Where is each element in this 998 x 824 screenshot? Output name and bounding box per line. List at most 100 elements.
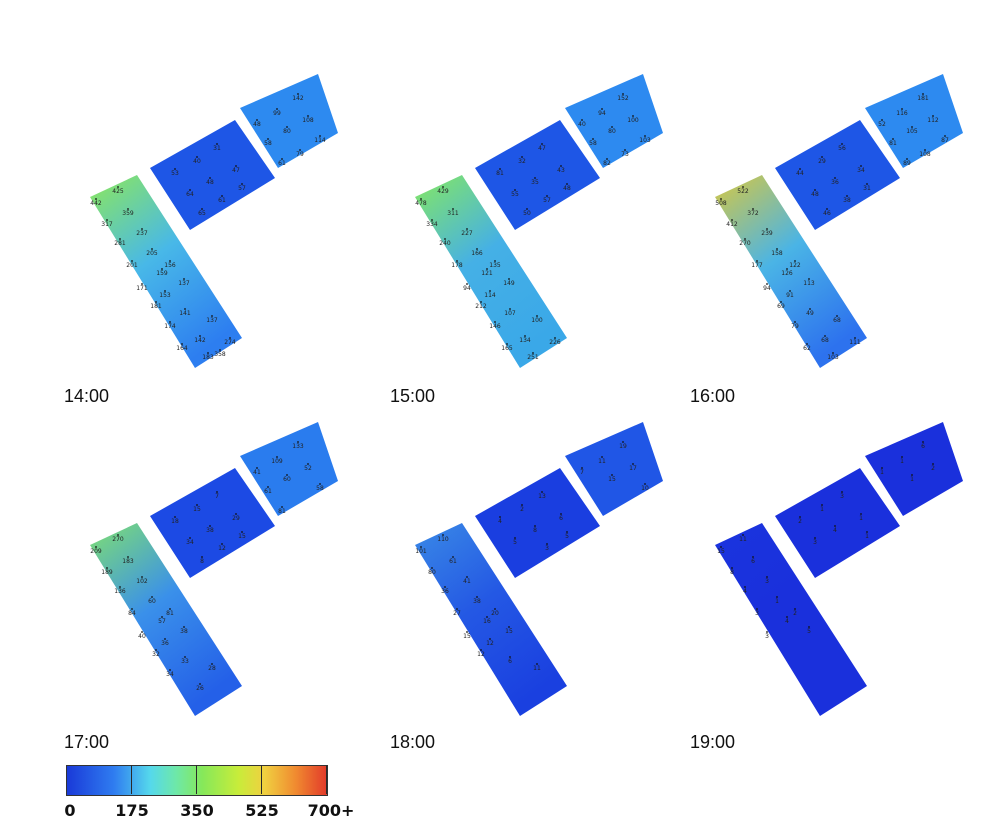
sensor-point — [209, 177, 211, 179]
sensor-point — [541, 143, 543, 145]
sensor-point — [169, 321, 171, 323]
sensor-point — [476, 596, 478, 598]
sensor-value-label: 372 — [747, 210, 759, 217]
sensor-point — [95, 546, 97, 548]
sensor-value-label: 12 — [486, 640, 494, 647]
sensor-point — [506, 343, 508, 345]
sensor-value-label: 239 — [761, 230, 773, 237]
sensor-point — [307, 463, 309, 465]
sensor-point — [932, 115, 934, 117]
sensor-value-label: 109 — [271, 458, 283, 465]
sensor-value-label: 103 — [827, 354, 839, 361]
sensor-point — [731, 567, 733, 569]
sensor-point — [155, 649, 157, 651]
sensor-point — [456, 260, 458, 262]
sensor-value-label: 58 — [589, 140, 597, 147]
sensor-point — [808, 278, 810, 280]
sensor-point — [494, 260, 496, 262]
sensor-value-label: 3 — [545, 545, 549, 552]
sensor-point — [466, 283, 468, 285]
sensor-point — [860, 513, 862, 515]
sensor-point — [901, 108, 903, 110]
sensor-value-label: 94 — [763, 285, 771, 292]
sensor-point — [119, 238, 121, 240]
sensor-point — [566, 531, 568, 533]
sensor-value-label: 15 — [238, 533, 246, 540]
legend-tick-700 — [326, 765, 327, 794]
sensor-point — [489, 638, 491, 640]
sensor-value-label: 61 — [218, 197, 226, 204]
sensor-value-label: 201 — [126, 262, 138, 269]
sensor-value-label: 15 — [608, 476, 616, 483]
sensor-value-label: 79 — [296, 151, 304, 158]
sensor-value-label: 60 — [283, 476, 291, 483]
sensor-point — [766, 228, 768, 230]
sensor-point — [297, 93, 299, 95]
sensor-value-label: 81 — [278, 508, 286, 515]
sensor-point — [499, 516, 501, 518]
east-field-region — [565, 422, 663, 516]
sensor-point — [442, 186, 444, 188]
sensor-value-label: 38 — [473, 598, 481, 605]
sensor-value-label: 122 — [789, 262, 801, 269]
sensor-point — [235, 513, 237, 515]
sensor-point — [95, 198, 97, 200]
sensor-point — [235, 165, 237, 167]
sensor-point — [480, 301, 482, 303]
sensor-point — [624, 149, 626, 151]
sensor-point — [164, 290, 166, 292]
sensor-value-label: 3 — [840, 493, 844, 500]
sensor-value-label: 6 — [921, 443, 925, 450]
sensor-value-label: 6 — [559, 515, 563, 522]
sensor-point — [420, 546, 422, 548]
sensor-point — [494, 321, 496, 323]
north-field-region — [775, 120, 900, 230]
sensor-value-label: 7 — [580, 469, 584, 476]
sensor-value-label: 103 — [639, 137, 651, 144]
east-field-region — [565, 74, 663, 168]
sensor-point — [541, 491, 543, 493]
sensor-value-label: 174 — [164, 323, 176, 330]
sensor-value-label: 522 — [737, 188, 749, 195]
sensor-point — [199, 335, 201, 337]
sensor-point — [117, 186, 119, 188]
sensor-point — [794, 608, 796, 610]
sensor-point — [601, 108, 603, 110]
sensor-value-label: 43 — [557, 167, 565, 174]
sensor-value-label: 270 — [739, 240, 751, 247]
sensor-point — [860, 165, 862, 167]
sensor-point — [566, 183, 568, 185]
sensor-point — [267, 138, 269, 140]
sensor-value-label: 100 — [627, 117, 639, 124]
sensor-point — [480, 649, 482, 651]
sensor-point — [431, 567, 433, 569]
sensor-point — [106, 567, 108, 569]
sensor-value-label: 152 — [617, 95, 629, 102]
sensor-point — [281, 158, 283, 160]
sensor-point — [752, 208, 754, 210]
sensor-point — [832, 352, 834, 354]
sensor-point — [286, 474, 288, 476]
sensor-value-label: 26 — [196, 685, 204, 692]
sensor-value-label: 1 — [865, 533, 869, 540]
sensor-point — [776, 596, 778, 598]
sensor-point — [241, 531, 243, 533]
sensor-value-label: 1 — [880, 469, 884, 476]
north-field-region — [475, 120, 600, 230]
sensor-point — [494, 608, 496, 610]
sensor-point — [256, 119, 258, 121]
sensor-point — [814, 537, 816, 539]
sensor-point — [151, 248, 153, 250]
sensor-value-label: 4 — [498, 518, 502, 525]
sensor-point — [509, 656, 511, 658]
sensor-point — [189, 537, 191, 539]
sensor-value-label: 34 — [166, 671, 174, 678]
sensor-point — [532, 352, 534, 354]
sensor-value-label: 183 — [122, 558, 134, 565]
sensor-point — [297, 441, 299, 443]
sensor-point — [155, 301, 157, 303]
sensor-point — [821, 156, 823, 158]
strip-field-region — [715, 523, 867, 716]
sensor-point — [841, 491, 843, 493]
sensor-value-label: 38 — [206, 527, 214, 534]
